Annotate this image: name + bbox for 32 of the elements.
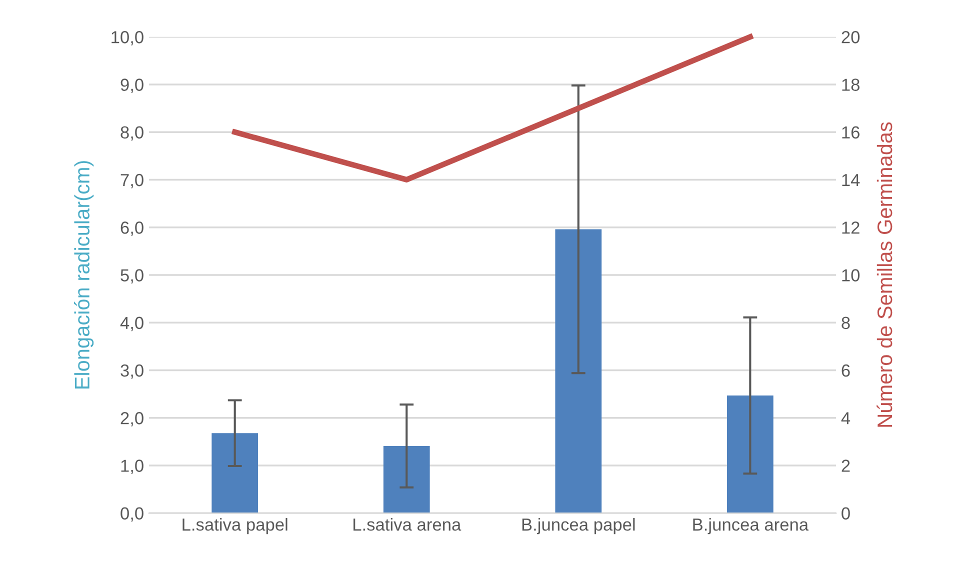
y-tick-label: 4,0 xyxy=(120,316,144,332)
y2-tick-label: 4 xyxy=(841,412,850,424)
y-tick-label: 1,0 xyxy=(121,460,144,474)
bar xyxy=(383,446,430,514)
y-tick-label: 8,0 xyxy=(120,126,144,141)
y-tick-label: 3,0 xyxy=(120,364,144,379)
x-tick-label: L.sativa papel xyxy=(182,518,288,534)
y2-tick-label: 2 xyxy=(842,460,850,472)
y-tick-label: 0,0 xyxy=(120,507,144,522)
y-tick-label: 5,0 xyxy=(120,269,144,284)
y-axis-title: Elongación radicular(cm) xyxy=(74,161,94,388)
y2-tick-label: 18 xyxy=(842,78,860,91)
bar xyxy=(555,229,602,514)
y-tick-label: 7,0 xyxy=(120,174,144,188)
x-tick-label: L.sativa arena xyxy=(354,518,462,531)
y2-tick-label: 0 xyxy=(842,507,850,520)
bar xyxy=(726,395,774,514)
bar xyxy=(212,433,258,514)
y2-tick-label: 20 xyxy=(842,31,860,44)
y2-tick-label: 12 xyxy=(842,222,860,234)
y2-tick-label: 14 xyxy=(842,174,860,186)
y2-tick-label: 8 xyxy=(842,316,850,330)
y2-tick-label: 10 xyxy=(842,269,860,282)
y2-tick-label: 6 xyxy=(842,364,850,377)
y-tick-label: 2,0 xyxy=(120,412,144,426)
x-tick-label: B.juncea arena xyxy=(693,518,809,534)
y2-tick-label: 16 xyxy=(842,126,860,139)
y-tick-label: 10,0 xyxy=(112,31,144,46)
x-tick-label: B.juncea papel xyxy=(522,518,635,534)
y-tick-label: 6,0 xyxy=(120,222,144,236)
y2-axis-title: Número de Semillas Germinadas xyxy=(876,122,892,427)
y-tick-label: 9,0 xyxy=(120,78,144,93)
